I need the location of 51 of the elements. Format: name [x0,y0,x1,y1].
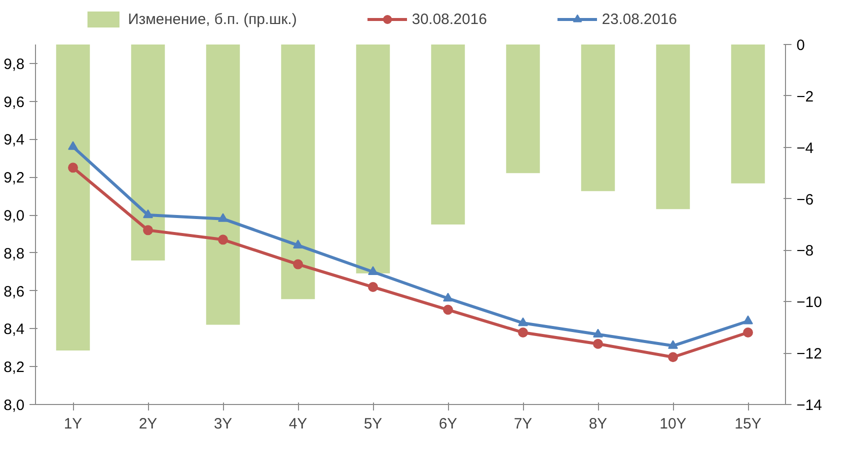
y-tick-label: 9,6 [4,94,25,111]
y-tick-label: 9,2 [4,170,25,187]
legend-label: Изменение, б.п. (пр.шк.) [128,10,297,28]
point [518,328,528,338]
point [218,234,228,245]
y2-tick-label: −12 [796,346,822,363]
y2-tick-label: −6 [796,191,814,208]
x-tick-label: 3Y [214,416,232,432]
x-tick-label: 10Y [660,416,686,432]
point [743,328,753,338]
point [293,240,303,248]
y-tick-label: 9,8 [4,56,25,73]
point [443,292,453,302]
y-tick-label: 8,4 [4,321,25,338]
point [593,328,603,338]
x-tick-label: 4Y [288,416,308,432]
point [143,209,153,218]
legend-label: 23.08.2016 [602,10,678,28]
x-tick-label: 8Y [588,416,608,432]
y-tick-label: 8,0 [4,397,25,414]
point [68,162,78,173]
x-tick-label: 5Y [364,416,382,432]
y-tick-label: 8,6 [4,283,25,300]
point [143,225,153,236]
y-tick-label: 8,8 [4,245,25,262]
y2-tick-label: −2 [796,88,814,106]
point [518,317,528,326]
y2-tick-label: −8 [796,242,814,260]
point [293,259,303,270]
legend-label: 30.08.2016 [412,10,487,28]
y-tick-label: 9,0 [4,208,25,225]
x-tick-label: 15Y [734,416,762,432]
y2-tick-label: −14 [796,397,822,414]
x-tick-label: 7Y [514,416,532,432]
point [443,304,453,315]
x-tick-label: 2Y [138,416,158,432]
y2-tick-label: −10 [796,294,822,312]
point [743,315,753,324]
y-tick-label: 8,2 [4,359,25,376]
y2-tick-label: 0 [796,37,805,54]
y-tick-label: 9,4 [4,132,25,149]
point [593,338,603,349]
point [218,213,228,222]
y2-tick-label: −4 [796,140,814,157]
point [368,266,378,275]
x-tick-label: 1Y [64,416,82,432]
x-tick-label: 6Y [438,416,458,432]
point [68,141,78,150]
point [668,352,678,362]
point [368,282,378,292]
point [668,340,678,349]
